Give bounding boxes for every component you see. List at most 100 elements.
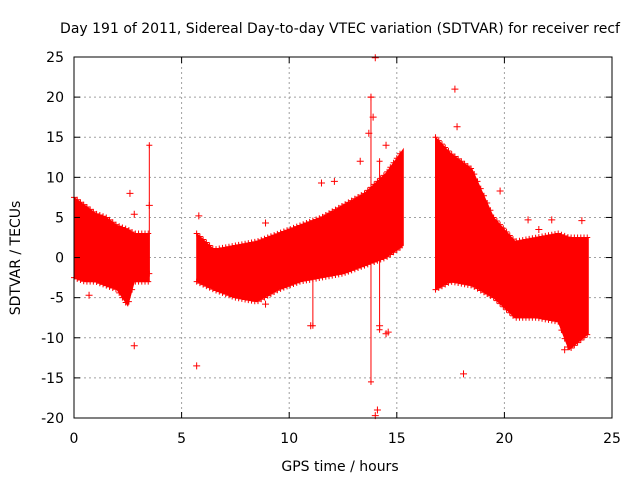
edge-marker <box>74 275 81 282</box>
edge-marker <box>355 264 362 271</box>
edge-marker <box>503 306 510 313</box>
edge-marker <box>364 261 371 268</box>
edge-marker <box>200 236 207 243</box>
edge-marker <box>225 292 232 299</box>
edge-marker <box>445 279 452 286</box>
edge-marker <box>561 335 568 342</box>
edge-marker <box>200 281 207 288</box>
edge-marker <box>83 204 90 211</box>
edge-marker <box>435 284 442 291</box>
edge-marker <box>464 163 471 170</box>
edge-marker <box>522 236 529 243</box>
edge-marker <box>112 286 119 293</box>
edge-marker <box>209 245 216 252</box>
data-band <box>435 135 589 351</box>
edge-marker <box>513 238 520 245</box>
edge-marker <box>535 234 542 241</box>
edge-marker <box>242 240 249 247</box>
edge-marker <box>348 267 355 274</box>
edge-marker <box>474 178 481 185</box>
edge-marker <box>303 277 310 284</box>
edge-marker <box>129 229 136 236</box>
edge-marker <box>551 318 558 325</box>
edge-marker <box>461 160 468 167</box>
edge-marker <box>300 278 307 285</box>
edge-marker <box>296 222 303 229</box>
edge-marker <box>484 291 491 298</box>
edge-marker <box>432 134 439 141</box>
edge-marker <box>510 236 517 243</box>
edge-marker <box>248 297 255 304</box>
edge-marker <box>358 263 365 270</box>
edge-marker <box>500 303 507 310</box>
edge-marker <box>232 294 239 301</box>
y-tick-label: 10 <box>46 170 64 186</box>
edge-marker <box>542 316 549 323</box>
spike-marker <box>146 142 153 149</box>
y-tick-label: -20 <box>41 411 64 427</box>
edge-marker <box>242 296 249 303</box>
edge-marker <box>264 292 271 299</box>
edge-marker <box>342 269 349 276</box>
edge-marker <box>380 255 387 262</box>
edge-marker <box>458 158 465 165</box>
edge-marker <box>497 300 504 307</box>
edge-marker <box>193 278 200 285</box>
y-tick-label: 25 <box>46 50 64 66</box>
data-point <box>442 149 450 157</box>
edge-marker <box>506 309 513 316</box>
edge-marker <box>229 243 236 250</box>
edge-marker <box>455 155 462 162</box>
edge-marker <box>558 327 565 334</box>
edge-marker <box>319 213 326 220</box>
edge-marker <box>519 237 526 244</box>
edge-marker <box>245 240 252 247</box>
edge-marker <box>364 187 371 194</box>
edge-marker <box>551 231 558 238</box>
edge-marker <box>471 283 478 290</box>
edge-marker <box>87 206 94 213</box>
x-tick-label: 25 <box>603 431 621 447</box>
edge-marker <box>267 290 274 297</box>
edge-marker <box>258 296 265 303</box>
edge-marker <box>313 216 320 223</box>
edge-marker <box>238 241 245 248</box>
edge-marker <box>80 201 87 208</box>
chart-title: Day 191 of 2011, Sidereal Day-to-day VTE… <box>60 21 621 37</box>
edge-marker <box>442 281 449 288</box>
edge-marker <box>322 273 329 280</box>
edge-marker <box>193 230 200 237</box>
edge-marker <box>296 278 303 285</box>
data-point <box>535 225 543 233</box>
edge-marker <box>371 181 378 188</box>
edge-marker <box>316 215 323 222</box>
edge-marker <box>213 246 220 253</box>
edge-marker <box>545 316 552 323</box>
edge-marker <box>484 200 491 207</box>
edge-marker <box>500 225 507 232</box>
y-tick-label: 5 <box>55 210 64 226</box>
edge-marker <box>390 249 397 256</box>
edge-marker <box>203 283 210 290</box>
edge-marker <box>464 281 471 288</box>
data-point <box>130 342 138 350</box>
edge-marker <box>493 297 500 304</box>
data-point <box>561 346 569 354</box>
data-point <box>262 300 270 308</box>
edge-marker <box>545 232 552 239</box>
y-tick-label: -15 <box>41 371 64 387</box>
edge-marker <box>287 226 294 233</box>
data-point <box>330 177 338 185</box>
edge-marker <box>490 214 497 221</box>
edge-marker <box>516 237 523 244</box>
edge-marker <box>222 244 229 251</box>
edge-marker <box>458 280 465 287</box>
data-band <box>73 196 150 307</box>
edge-marker <box>254 238 261 245</box>
edge-marker <box>145 230 152 237</box>
spike-marker <box>367 378 374 385</box>
edge-marker <box>290 224 297 231</box>
x-tick-label: 20 <box>495 431 513 447</box>
edge-marker <box>119 224 126 231</box>
spike-marker <box>146 270 153 277</box>
